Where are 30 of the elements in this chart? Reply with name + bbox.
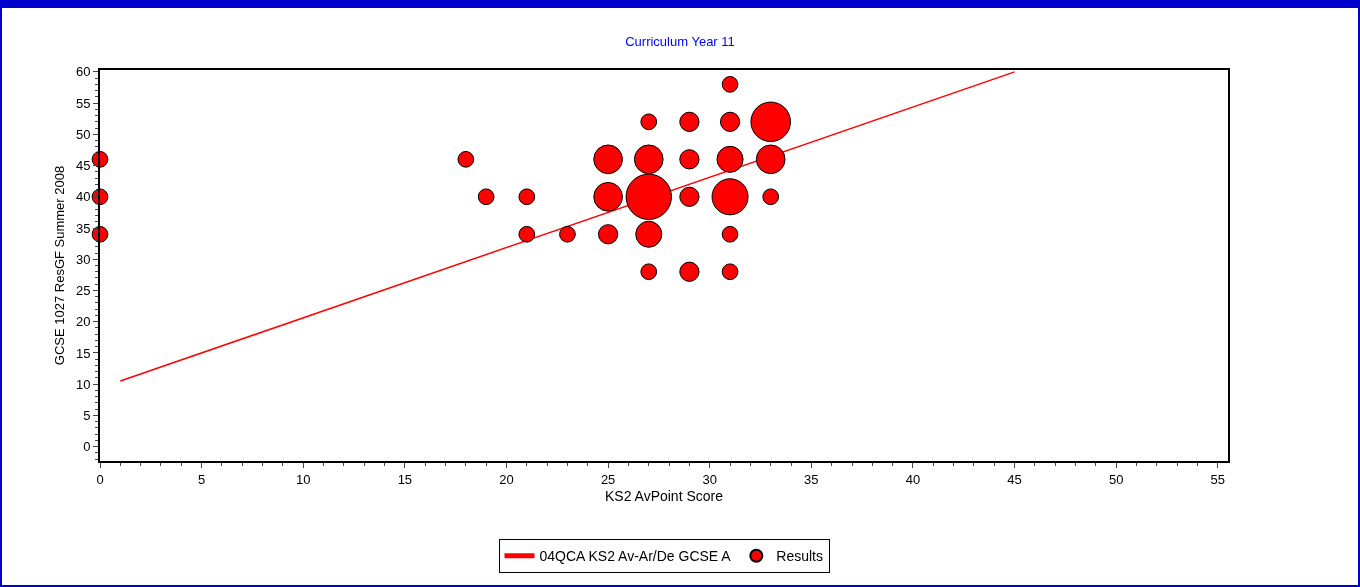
y-tick-label: 5 bbox=[83, 407, 91, 423]
y-tick-label: 45 bbox=[75, 158, 91, 174]
y-axis-title: GCSE 1027 ResGF Summer 2008 bbox=[52, 165, 68, 366]
x-tick-label: 30 bbox=[702, 471, 717, 487]
x-tick-label: 45 bbox=[1007, 471, 1022, 487]
x-axis-title: KS2 AvPoint Score bbox=[604, 488, 724, 505]
chart-title: Curriculum Year 11 bbox=[625, 33, 735, 49]
y-tick-label: 55 bbox=[75, 95, 91, 111]
y-tick-label: 0 bbox=[83, 439, 91, 455]
y-tick-label: 30 bbox=[75, 251, 91, 267]
y-tick-label: 20 bbox=[75, 314, 91, 330]
x-tick-label: 10 bbox=[296, 471, 311, 487]
y-tick-label: 10 bbox=[75, 376, 91, 392]
y-tick-label: 15 bbox=[75, 345, 91, 361]
x-tick-label: 0 bbox=[96, 471, 104, 487]
legend-label: 04QCA KS2 Av-Ar/De GCSE A bbox=[539, 548, 732, 565]
y-tick-label: 40 bbox=[75, 189, 91, 205]
x-tick-label: 15 bbox=[397, 471, 413, 487]
y-tick-label: 50 bbox=[75, 126, 91, 142]
legend-label: Results bbox=[776, 548, 824, 565]
x-tick-label: 50 bbox=[1108, 471, 1124, 487]
y-tick-label: 25 bbox=[75, 283, 91, 299]
y-tick-label: 35 bbox=[75, 220, 91, 236]
x-tick-label: 5 bbox=[198, 471, 206, 487]
x-tick-label: 25 bbox=[600, 471, 616, 487]
x-tick-label: 35 bbox=[804, 471, 819, 487]
x-tick-label: 55 bbox=[1210, 471, 1226, 487]
y-tick-label: 60 bbox=[75, 64, 91, 80]
x-tick-label: 40 bbox=[905, 471, 921, 487]
x-tick-label: 20 bbox=[499, 471, 514, 487]
